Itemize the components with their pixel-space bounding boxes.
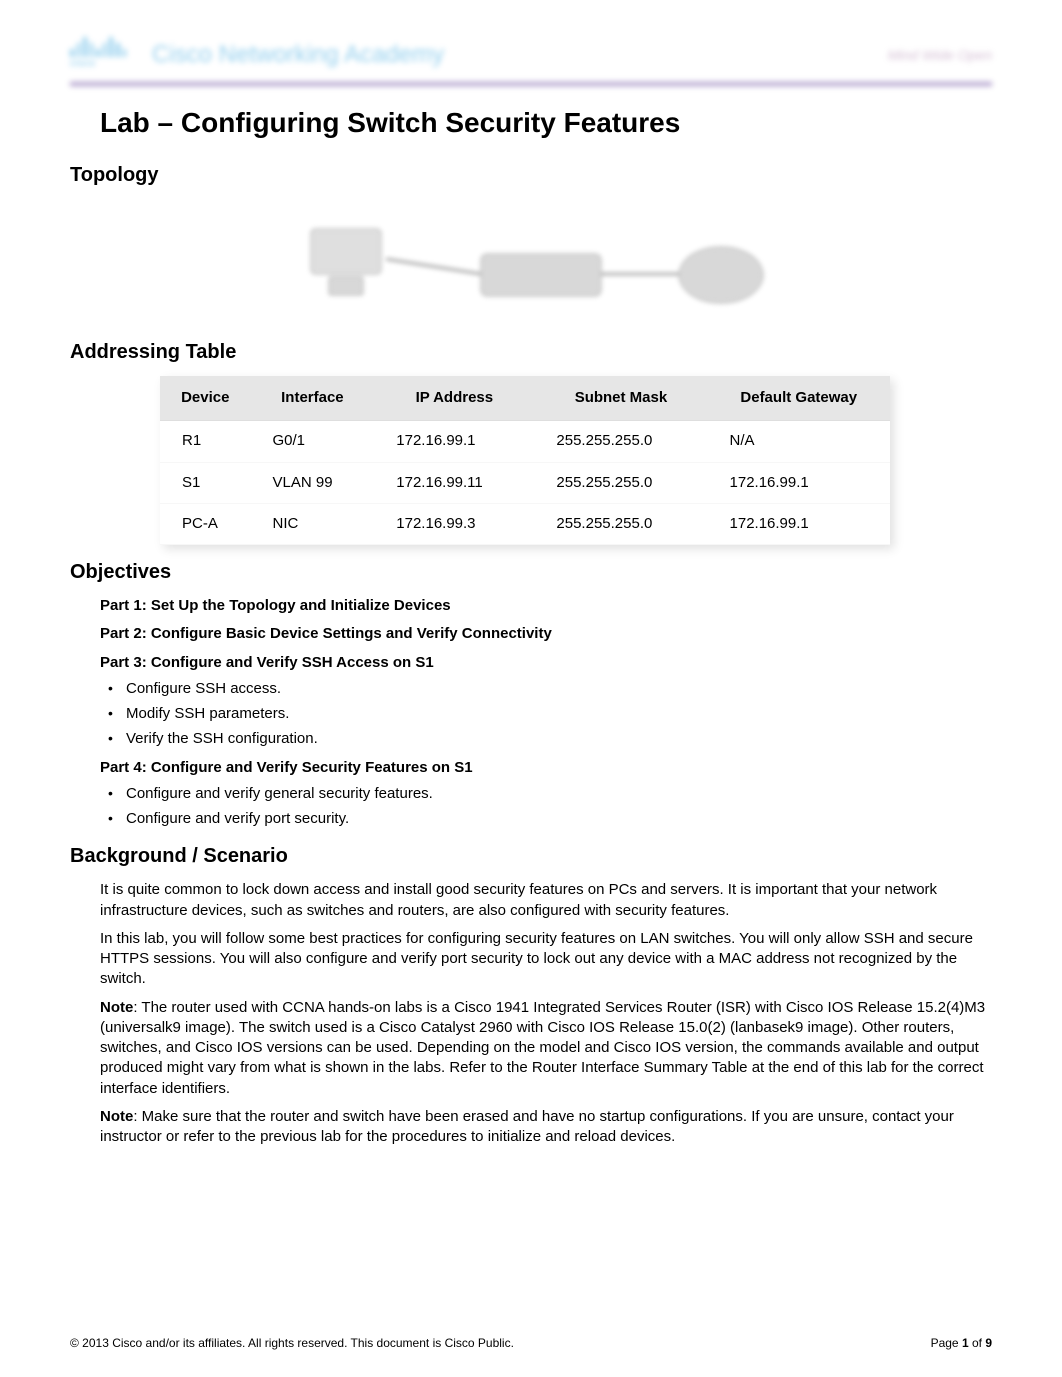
background-block: It is quite common to lock down access a… — [100, 880, 992, 1147]
table-row: S1 VLAN 99 172.16.99.11 255.255.255.0 17… — [160, 462, 890, 503]
part4-heading: Part 4: Configure and Verify Security Fe… — [100, 758, 992, 778]
col-interface: Interface — [251, 376, 375, 421]
header-tagline: Mind Wide Open — [888, 46, 992, 65]
part2-heading: Part 2: Configure Basic Device Settings … — [100, 624, 992, 644]
list-item: Modify SSH parameters. — [100, 704, 992, 724]
addressing-table: Device Interface IP Address Subnet Mask … — [160, 376, 890, 545]
header-left: cisco Cisco Networking Academy — [70, 35, 444, 75]
section-topology: Topology — [70, 162, 992, 189]
cell: VLAN 99 — [251, 462, 375, 503]
academy-title: Cisco Networking Academy — [152, 39, 444, 71]
objectives-block: Part 1: Set Up the Topology and Initiali… — [100, 596, 992, 829]
page-footer: © 2013 Cisco and/or its affiliates. All … — [70, 1335, 992, 1351]
cell: NIC — [251, 503, 375, 544]
footer-page-current: 1 — [962, 1336, 969, 1350]
col-device: Device — [160, 376, 251, 421]
topology-svg-icon — [251, 199, 811, 319]
page-root: cisco Cisco Networking Academy Mind Wide… — [0, 0, 1062, 1377]
table-header-row: Device Interface IP Address Subnet Mask … — [160, 376, 890, 421]
section-objectives: Objectives — [70, 559, 992, 586]
cisco-logo: cisco — [70, 35, 126, 75]
bg-note-2: Note: Make sure that the router and swit… — [100, 1107, 992, 1148]
part4-list: Configure and verify general security fe… — [100, 784, 992, 830]
col-ip: IP Address — [374, 376, 534, 421]
table-row: R1 G0/1 172.16.99.1 255.255.255.0 N/A — [160, 421, 890, 462]
footer-page-mid: of — [969, 1336, 986, 1350]
topology-diagram — [70, 199, 992, 325]
cell: N/A — [708, 421, 890, 462]
list-item: Configure and verify general security fe… — [100, 784, 992, 804]
list-item: Verify the SSH configuration. — [100, 729, 992, 749]
col-gw: Default Gateway — [708, 376, 890, 421]
cell: 255.255.255.0 — [534, 421, 707, 462]
part3-list: Configure SSH access. Modify SSH paramet… — [100, 679, 992, 750]
page-header: cisco Cisco Networking Academy Mind Wide… — [70, 28, 992, 86]
list-item: Configure SSH access. — [100, 679, 992, 699]
cell: R1 — [160, 421, 251, 462]
cisco-logo-text: cisco — [70, 57, 126, 69]
cell: 172.16.99.1 — [708, 462, 890, 503]
note1-label: Note — [100, 999, 133, 1016]
note2-label: Note — [100, 1108, 133, 1125]
cell: S1 — [160, 462, 251, 503]
section-addressing: Addressing Table — [70, 339, 992, 366]
cell: 172.16.99.1 — [708, 503, 890, 544]
lab-title: Lab – Configuring Switch Security Featur… — [100, 104, 992, 142]
list-item: Configure and verify port security. — [100, 809, 992, 829]
cell: PC-A — [160, 503, 251, 544]
bg-para-2: In this lab, you will follow some best p… — [100, 929, 992, 990]
footer-pagenum: Page 1 of 9 — [931, 1335, 992, 1351]
cell: 172.16.99.1 — [374, 421, 534, 462]
footer-page-prefix: Page — [931, 1336, 962, 1350]
note2-text: : Make sure that the router and switch h… — [100, 1108, 954, 1145]
footer-page-total: 9 — [985, 1336, 992, 1350]
section-background: Background / Scenario — [70, 843, 992, 870]
bg-note-1: Note: The router used with CCNA hands-on… — [100, 998, 992, 1099]
cell: 172.16.99.11 — [374, 462, 534, 503]
bg-para-1: It is quite common to lock down access a… — [100, 880, 992, 921]
part1-heading: Part 1: Set Up the Topology and Initiali… — [100, 596, 992, 616]
table-row: PC-A NIC 172.16.99.3 255.255.255.0 172.1… — [160, 503, 890, 544]
col-mask: Subnet Mask — [534, 376, 707, 421]
cell: 172.16.99.3 — [374, 503, 534, 544]
cell: 255.255.255.0 — [534, 462, 707, 503]
part3-heading: Part 3: Configure and Verify SSH Access … — [100, 653, 992, 673]
cisco-logo-bars-icon — [70, 35, 126, 57]
footer-copyright: © 2013 Cisco and/or its affiliates. All … — [70, 1335, 514, 1351]
note1-text: : The router used with CCNA hands-on lab… — [100, 999, 985, 1097]
cell: 255.255.255.0 — [534, 503, 707, 544]
cell: G0/1 — [251, 421, 375, 462]
